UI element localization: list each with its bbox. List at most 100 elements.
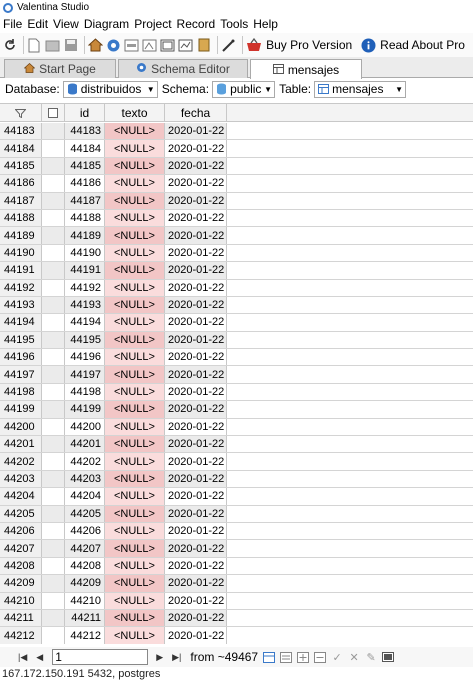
cell-fecha[interactable]: 2020-01-22 bbox=[165, 192, 227, 209]
cell-fecha[interactable]: 2020-01-22 bbox=[165, 123, 227, 140]
cell-id[interactable]: 44212 bbox=[65, 627, 105, 644]
table-row[interactable]: 44211 44211 <NULL> 2020-01-22 bbox=[0, 609, 473, 628]
row-number[interactable]: 44186 bbox=[0, 175, 42, 192]
cell-id[interactable]: 44185 bbox=[65, 157, 105, 175]
cell-id[interactable]: 44210 bbox=[65, 592, 105, 609]
cell-fecha[interactable]: 2020-01-22 bbox=[165, 349, 227, 366]
read-about-pro-button[interactable]: Read About Pro bbox=[360, 37, 465, 53]
cell-texto[interactable]: <NULL> bbox=[105, 522, 165, 540]
cell-fecha[interactable]: 2020-01-22 bbox=[165, 314, 227, 331]
menu-record[interactable]: Record bbox=[176, 17, 216, 31]
edit-pencil-icon[interactable]: ✎ bbox=[366, 651, 376, 664]
table-row[interactable]: 44187 44187 <NULL> 2020-01-22 bbox=[0, 192, 473, 210]
row-number[interactable]: 44200 bbox=[0, 418, 42, 436]
row-selector[interactable] bbox=[42, 296, 65, 314]
cell-id[interactable]: 44197 bbox=[65, 366, 105, 383]
menu-tools[interactable]: Tools bbox=[220, 17, 249, 31]
row-number[interactable]: 44183 bbox=[0, 123, 42, 140]
table-row[interactable]: 44191 44191 <NULL> 2020-01-22 bbox=[0, 262, 473, 280]
cell-id[interactable]: 44189 bbox=[65, 227, 105, 244]
row-number[interactable]: 44185 bbox=[0, 157, 42, 175]
row-selector[interactable] bbox=[42, 592, 65, 609]
cell-fecha[interactable]: 2020-01-22 bbox=[165, 488, 227, 505]
row-number[interactable]: 44195 bbox=[0, 331, 42, 349]
cell-texto[interactable]: <NULL> bbox=[105, 140, 165, 157]
cancel-x-icon[interactable]: ✕ bbox=[349, 651, 359, 664]
tab-schema-editor[interactable]: Schema Editor bbox=[118, 59, 248, 78]
delete-record-icon[interactable] bbox=[314, 651, 327, 663]
select-all-checkbox[interactable] bbox=[42, 104, 65, 122]
cell-texto[interactable]: <NULL> bbox=[105, 557, 165, 575]
table-row[interactable]: 44186 44186 <NULL> 2020-01-22 bbox=[0, 175, 473, 193]
cell-fecha[interactable]: 2020-01-22 bbox=[165, 592, 227, 609]
cell-texto[interactable]: <NULL> bbox=[105, 331, 165, 349]
cell-texto[interactable]: <NULL> bbox=[105, 296, 165, 314]
next-record-button[interactable]: ▶ bbox=[156, 651, 164, 662]
cell-id[interactable]: 44203 bbox=[65, 470, 105, 488]
table-row[interactable]: 44204 44204 <NULL> 2020-01-22 bbox=[0, 488, 473, 506]
row-selector[interactable] bbox=[42, 505, 65, 522]
form-icon[interactable] bbox=[160, 37, 175, 53]
table-row[interactable]: 44199 44199 <NULL> 2020-01-22 bbox=[0, 401, 473, 419]
cell-id[interactable]: 44202 bbox=[65, 453, 105, 470]
cell-id[interactable]: 44206 bbox=[65, 522, 105, 540]
tab-start-page[interactable]: Start Page bbox=[4, 59, 116, 78]
cell-id[interactable]: 44208 bbox=[65, 557, 105, 575]
cell-fecha[interactable]: 2020-01-22 bbox=[165, 157, 227, 175]
cell-id[interactable]: 44183 bbox=[65, 123, 105, 140]
new-file-icon[interactable] bbox=[27, 37, 42, 53]
row-selector[interactable] bbox=[42, 383, 65, 401]
row-selector[interactable] bbox=[42, 453, 65, 470]
column-header-fecha[interactable]: fecha bbox=[165, 104, 227, 122]
cell-id[interactable]: 44191 bbox=[65, 262, 105, 279]
cell-fecha[interactable]: 2020-01-22 bbox=[165, 296, 227, 314]
row-number[interactable]: 44189 bbox=[0, 227, 42, 244]
row-number[interactable]: 44206 bbox=[0, 522, 42, 540]
cell-texto[interactable]: <NULL> bbox=[105, 314, 165, 331]
cell-fecha[interactable]: 2020-01-22 bbox=[165, 383, 227, 401]
grid-view-icon[interactable] bbox=[263, 651, 276, 663]
cell-texto[interactable]: <NULL> bbox=[105, 470, 165, 488]
cell-id[interactable]: 44195 bbox=[65, 331, 105, 349]
commit-check-icon[interactable]: ✓ bbox=[332, 651, 342, 664]
panel-icon[interactable] bbox=[382, 651, 395, 663]
table-row[interactable]: 44192 44192 <NULL> 2020-01-22 bbox=[0, 279, 473, 297]
database-select[interactable]: distribuidos ▼ bbox=[62, 80, 158, 98]
chart-icon[interactable] bbox=[178, 37, 193, 53]
table-row[interactable]: 44190 44190 <NULL> 2020-01-22 bbox=[0, 244, 473, 263]
column-header-id[interactable]: id bbox=[65, 104, 105, 122]
menu-view[interactable]: View bbox=[53, 17, 79, 31]
row-number[interactable]: 44191 bbox=[0, 262, 42, 279]
row-selector[interactable] bbox=[42, 627, 65, 644]
row-selector[interactable] bbox=[42, 140, 65, 157]
cell-texto[interactable]: <NULL> bbox=[105, 592, 165, 609]
cell-texto[interactable]: <NULL> bbox=[105, 453, 165, 470]
row-selector[interactable] bbox=[42, 227, 65, 244]
menu-help[interactable]: Help bbox=[253, 17, 278, 31]
row-number[interactable]: 44204 bbox=[0, 488, 42, 505]
row-selector[interactable] bbox=[42, 123, 65, 140]
row-selector[interactable] bbox=[42, 314, 65, 331]
cell-texto[interactable]: <NULL> bbox=[105, 209, 165, 227]
menu-file[interactable]: File bbox=[3, 17, 23, 31]
table-row[interactable]: 44210 44210 <NULL> 2020-01-22 bbox=[0, 592, 473, 610]
cell-fecha[interactable]: 2020-01-22 bbox=[165, 575, 227, 592]
cell-texto[interactable]: <NULL> bbox=[105, 227, 165, 244]
cell-texto[interactable]: <NULL> bbox=[105, 175, 165, 192]
row-number[interactable]: 44209 bbox=[0, 575, 42, 592]
cell-id[interactable]: 44199 bbox=[65, 401, 105, 418]
row-selector[interactable] bbox=[42, 349, 65, 366]
row-selector[interactable] bbox=[42, 175, 65, 192]
table-row[interactable]: 44195 44195 <NULL> 2020-01-22 bbox=[0, 331, 473, 350]
row-selector[interactable] bbox=[42, 609, 65, 627]
form-view-icon[interactable] bbox=[280, 651, 293, 663]
row-selector[interactable] bbox=[42, 401, 65, 418]
table-row[interactable]: 44193 44193 <NULL> 2020-01-22 bbox=[0, 296, 473, 315]
cell-texto[interactable]: <NULL> bbox=[105, 418, 165, 436]
cell-texto[interactable]: <NULL> bbox=[105, 575, 165, 592]
cell-fecha[interactable]: 2020-01-22 bbox=[165, 609, 227, 627]
row-number[interactable]: 44205 bbox=[0, 505, 42, 522]
cell-fecha[interactable]: 2020-01-22 bbox=[165, 627, 227, 644]
row-selector[interactable] bbox=[42, 436, 65, 453]
row-number[interactable]: 44198 bbox=[0, 383, 42, 401]
